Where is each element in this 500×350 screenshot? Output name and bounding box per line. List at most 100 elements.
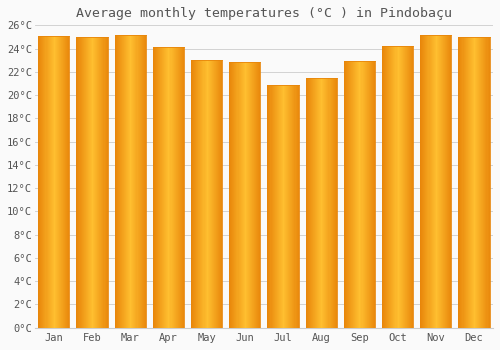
Bar xyxy=(89,37,90,328)
Bar xyxy=(98,37,100,328)
Bar xyxy=(220,60,221,328)
Bar xyxy=(177,47,178,328)
Bar xyxy=(93,37,94,328)
Bar xyxy=(288,85,289,328)
Bar xyxy=(402,46,403,328)
Bar xyxy=(470,37,471,328)
Bar xyxy=(118,35,120,328)
Bar xyxy=(437,35,438,328)
Bar xyxy=(347,61,348,328)
Bar xyxy=(183,47,184,328)
Bar xyxy=(230,62,231,328)
Bar xyxy=(129,35,130,328)
Bar xyxy=(448,35,450,328)
Bar xyxy=(53,36,54,328)
Bar xyxy=(104,37,106,328)
Bar xyxy=(56,36,57,328)
Bar xyxy=(445,35,446,328)
Bar xyxy=(162,47,163,328)
Bar xyxy=(124,35,125,328)
Bar xyxy=(215,60,216,328)
Bar xyxy=(254,62,255,328)
Bar xyxy=(356,61,358,328)
Bar xyxy=(198,60,200,328)
Bar xyxy=(128,35,129,328)
Bar xyxy=(290,85,292,328)
Bar xyxy=(286,85,287,328)
Bar xyxy=(54,36,55,328)
Bar xyxy=(354,61,355,328)
Bar xyxy=(287,85,288,328)
Bar xyxy=(344,61,345,328)
Bar xyxy=(477,37,478,328)
Bar xyxy=(392,46,394,328)
Bar xyxy=(412,46,413,328)
Bar xyxy=(63,36,64,328)
Bar xyxy=(411,46,412,328)
Bar xyxy=(176,47,177,328)
Bar xyxy=(284,85,285,328)
Bar xyxy=(68,36,70,328)
Bar xyxy=(434,35,436,328)
Bar xyxy=(140,35,141,328)
Bar xyxy=(374,61,375,328)
Bar xyxy=(90,37,91,328)
Bar xyxy=(96,37,97,328)
Bar xyxy=(439,35,440,328)
Bar xyxy=(281,85,282,328)
Bar xyxy=(405,46,406,328)
Bar xyxy=(294,85,296,328)
Bar xyxy=(312,78,313,328)
Bar xyxy=(42,36,43,328)
Bar xyxy=(480,37,482,328)
Bar xyxy=(66,36,68,328)
Bar xyxy=(181,47,182,328)
Bar xyxy=(106,37,108,328)
Bar xyxy=(158,47,159,328)
Bar xyxy=(138,35,140,328)
Bar xyxy=(245,62,246,328)
Bar xyxy=(306,78,308,328)
Bar xyxy=(350,61,351,328)
Bar xyxy=(125,35,126,328)
Bar xyxy=(212,60,213,328)
Bar xyxy=(353,61,354,328)
Bar xyxy=(464,37,466,328)
Bar xyxy=(444,35,445,328)
Bar xyxy=(430,35,432,328)
Bar xyxy=(332,78,334,328)
Bar xyxy=(317,78,318,328)
Bar xyxy=(244,62,245,328)
Bar xyxy=(172,47,174,328)
Bar xyxy=(424,35,426,328)
Bar xyxy=(479,37,480,328)
Bar xyxy=(156,47,157,328)
Bar xyxy=(336,78,337,328)
Bar xyxy=(368,61,369,328)
Bar xyxy=(82,37,84,328)
Bar xyxy=(134,35,136,328)
Bar xyxy=(472,37,473,328)
Bar xyxy=(478,37,479,328)
Bar xyxy=(60,36,61,328)
Bar xyxy=(217,60,218,328)
Bar xyxy=(322,78,324,328)
Bar xyxy=(253,62,254,328)
Bar xyxy=(166,47,168,328)
Bar xyxy=(59,36,60,328)
Bar xyxy=(48,36,50,328)
Bar xyxy=(94,37,95,328)
Bar xyxy=(256,62,258,328)
Bar xyxy=(276,85,278,328)
Bar xyxy=(102,37,104,328)
Bar xyxy=(403,46,404,328)
Bar xyxy=(373,61,374,328)
Bar xyxy=(320,78,321,328)
Bar xyxy=(386,46,387,328)
Bar xyxy=(382,46,383,328)
Bar xyxy=(358,61,360,328)
Bar xyxy=(270,85,272,328)
Bar xyxy=(120,35,121,328)
Bar xyxy=(214,60,215,328)
Bar xyxy=(482,37,484,328)
